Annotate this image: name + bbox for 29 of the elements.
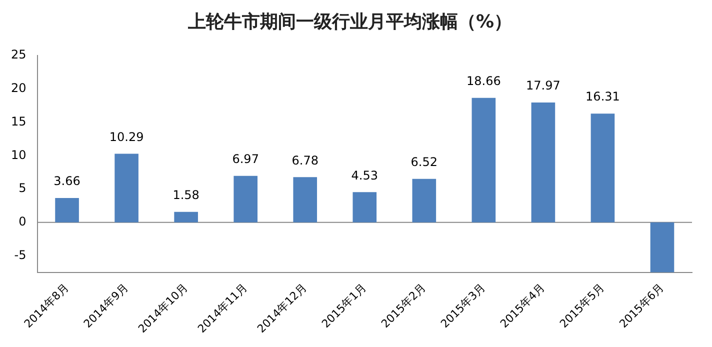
y-tick-label: 5 bbox=[18, 181, 26, 196]
y-tick-label: 15 bbox=[10, 114, 26, 128]
bar bbox=[650, 222, 674, 272]
y-tick-label: 20 bbox=[10, 81, 26, 96]
data-label: 16.31 bbox=[586, 90, 620, 104]
bar bbox=[55, 198, 79, 222]
data-label: 1.58 bbox=[172, 188, 200, 202]
data-label: 6.52 bbox=[410, 155, 438, 170]
bar bbox=[531, 102, 556, 222]
bar bbox=[293, 177, 318, 222]
bar bbox=[234, 176, 258, 222]
bar bbox=[174, 212, 198, 222]
data-label: 17.97 bbox=[526, 78, 560, 93]
y-tick-label: -5 bbox=[14, 248, 26, 262]
bar bbox=[114, 154, 138, 222]
y-tick-label: 25 bbox=[10, 48, 26, 62]
bar bbox=[352, 192, 377, 222]
bar bbox=[412, 178, 436, 222]
data-label: 6.97 bbox=[232, 152, 259, 166]
y-tick-label: 10 bbox=[10, 148, 26, 162]
data-label: 6.78 bbox=[292, 153, 318, 168]
y-tick-label: 0 bbox=[18, 214, 26, 229]
data-label: 18.66 bbox=[466, 74, 501, 88]
chart-title: 上轮牛市期间一级行业月平均涨幅（%） bbox=[186, 11, 512, 32]
data-label: 4.53 bbox=[351, 168, 378, 182]
data-label: 10.29 bbox=[109, 130, 144, 144]
data-label: 3.66 bbox=[54, 174, 80, 188]
bar bbox=[472, 98, 496, 222]
bar bbox=[590, 114, 615, 222]
